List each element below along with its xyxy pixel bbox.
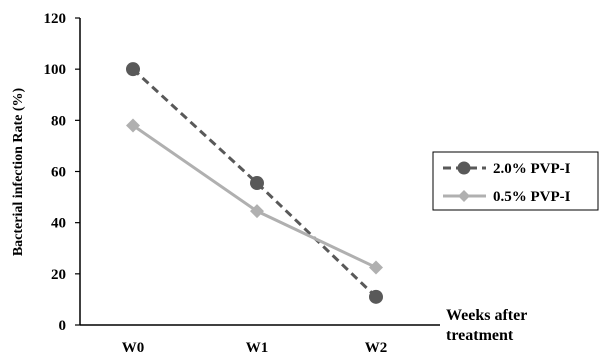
y-tick-label-80: 80 [51, 113, 66, 129]
x-axis-label-line-2: treatment [446, 327, 514, 344]
y-tick-label-100: 100 [44, 62, 67, 78]
legend-label-1: 2.0% PVP-I [493, 161, 571, 177]
series-line-2 [132, 124, 377, 269]
x-tick-label-w2: W2 [365, 340, 388, 355]
y-tick-label-40: 40 [51, 216, 66, 232]
series-2-point-w1 [250, 204, 264, 219]
y-tick-label-60: 60 [51, 165, 66, 181]
legend-box [432, 151, 599, 211]
series-line-1 [131, 68, 378, 298]
y-tick-label-0: 0 [59, 318, 67, 334]
y-tick-label-20: 20 [51, 267, 66, 283]
series-1-point-w0 [126, 62, 140, 77]
x-ticks: W0 W1 W2 [122, 340, 388, 355]
legend-swatch-marker-1 [457, 161, 471, 175]
series-1-point-w1 [250, 176, 264, 191]
series-2-point-w0 [126, 118, 140, 133]
legend-label-2: 0.5% PVP-I [493, 189, 571, 205]
legend-swatch-marker-2 [458, 190, 470, 202]
series-1-point-w2 [369, 289, 383, 304]
x-axis-label: Weeks after treatment [446, 307, 531, 344]
x-tick-label-w1: W1 [246, 340, 269, 355]
y-ticks: 0 20 40 60 80 100 120 [44, 11, 80, 334]
x-tick-label-w0: W0 [122, 340, 145, 355]
series-group [126, 62, 383, 304]
series-2-point-w2 [369, 260, 383, 275]
y-tick-label-120: 120 [44, 11, 67, 27]
x-axis-label-line-1: Weeks after [446, 307, 527, 324]
y-axis-label: Bacterial infection Rate (%) [11, 87, 26, 256]
legend: 2.0% PVP-I 0.5% PVP-I [432, 151, 599, 211]
